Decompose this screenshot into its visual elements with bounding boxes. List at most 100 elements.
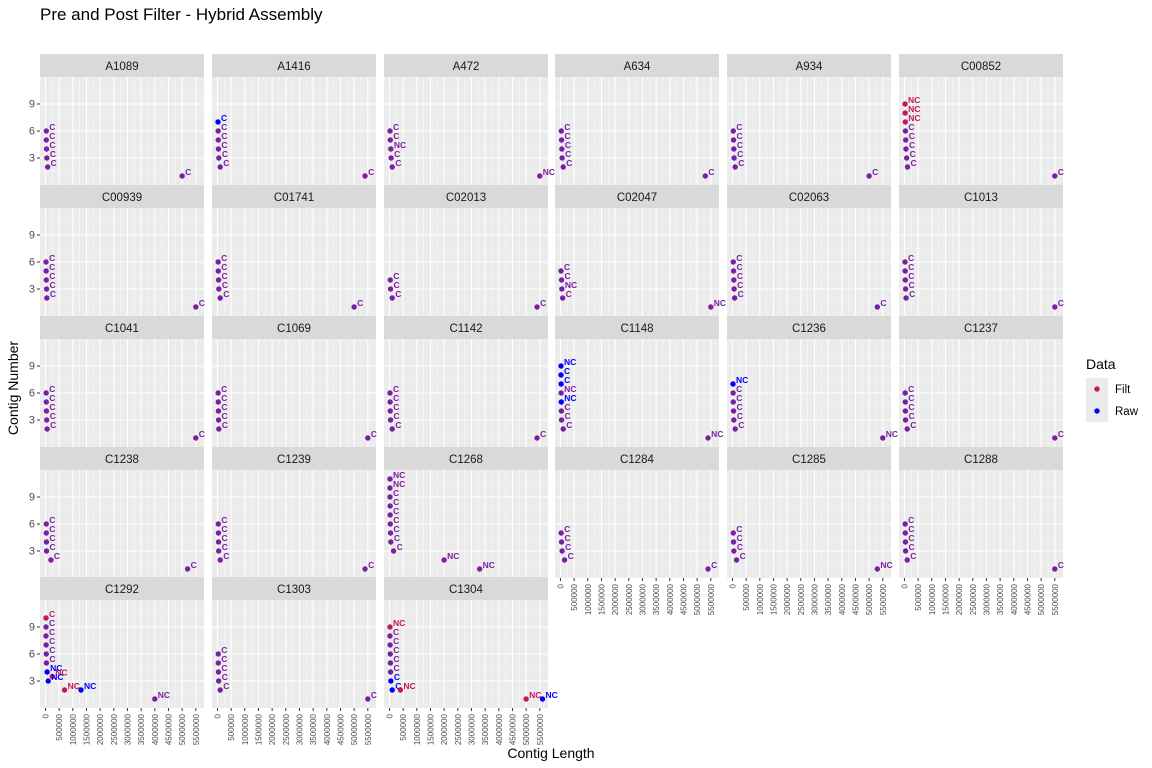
data-point-label: C	[540, 298, 546, 308]
data-point-label: C	[908, 402, 914, 412]
data-point-label: C	[565, 542, 571, 552]
data-point-label: C	[737, 149, 743, 159]
data-point-label: C	[357, 298, 363, 308]
data-point	[708, 304, 714, 310]
data-point-label: C	[394, 672, 400, 682]
data-point-label: C	[49, 131, 55, 141]
data-point-label: NC	[564, 357, 576, 367]
x-tick-label: 3500000	[137, 713, 146, 745]
data-point	[902, 137, 909, 143]
data-point	[730, 268, 737, 274]
x-tick-label: 2500000	[969, 583, 978, 615]
data-point	[387, 476, 393, 482]
x-tick-label: 3000000	[982, 583, 991, 615]
x-tick-label: 2000000	[96, 713, 105, 745]
data-point	[217, 164, 223, 170]
x-tick-label: 5000000	[522, 713, 531, 745]
data-point-label: C	[221, 384, 227, 394]
data-point	[730, 137, 737, 143]
data-point	[43, 128, 49, 134]
data-point	[216, 155, 222, 161]
x-tick-label: 4500000	[164, 713, 173, 745]
data-point	[902, 530, 908, 536]
x-tick-label: 4000000	[666, 583, 675, 615]
data-point	[558, 277, 565, 283]
data-point	[866, 173, 872, 179]
data-point-label: C	[49, 122, 55, 132]
data-point	[179, 173, 185, 179]
data-point-label: C	[738, 289, 744, 299]
facet-strip-label: C1304	[449, 584, 483, 596]
data-point	[904, 426, 910, 432]
data-point	[43, 137, 49, 143]
data-point-label: C	[880, 298, 886, 308]
x-tick-label: 0	[213, 713, 222, 718]
x-tick-label: 1500000	[426, 713, 435, 745]
data-point	[558, 399, 564, 405]
data-point-label: C	[221, 402, 227, 412]
x-tick-label: 3500000	[309, 713, 318, 745]
data-point-label: NC	[546, 690, 558, 700]
data-point-label: NC	[403, 681, 415, 691]
data-point-label: C	[908, 253, 914, 263]
data-point	[559, 146, 565, 152]
facet-panel: C1303 0 500000 1000000 1500000 2000000 2500000…	[212, 577, 377, 745]
data-point-label: C	[393, 515, 399, 525]
x-tick-label: 2500000	[110, 713, 119, 745]
data-point-label: NC	[393, 618, 405, 628]
facet-strip-label: C1142	[449, 323, 482, 335]
facet-strip	[384, 316, 548, 339]
data-point-label: C	[393, 131, 399, 141]
data-point-label: C	[909, 140, 915, 150]
data-point-label: C	[736, 384, 742, 394]
facet-strip	[555, 54, 719, 77]
data-point	[43, 286, 50, 292]
data-point-label: NC	[51, 672, 63, 682]
facet-strip-label: C1239	[277, 454, 311, 466]
data-point	[193, 435, 199, 441]
data-point-label: C	[564, 524, 570, 534]
x-tick-label: 3000000	[638, 583, 647, 615]
data-point	[43, 268, 49, 274]
facet-strip	[555, 185, 719, 208]
data-point	[387, 521, 393, 527]
data-point-label: C	[221, 131, 227, 141]
data-point	[387, 669, 394, 675]
legend: Data Filt Raw	[1086, 356, 1139, 422]
data-point-label: C	[221, 253, 227, 263]
data-point	[874, 566, 881, 572]
facet-strip	[40, 185, 204, 208]
data-point-label: C	[49, 524, 55, 534]
data-point	[49, 673, 55, 680]
data-point-label: C	[393, 497, 399, 507]
x-tick-label: 2000000	[268, 713, 277, 745]
data-point	[902, 101, 908, 107]
data-point	[387, 494, 393, 500]
data-point-label: C	[371, 690, 377, 700]
data-point	[730, 381, 736, 387]
data-point-label: C	[221, 515, 227, 525]
data-point-label: C	[395, 158, 401, 168]
x-tick-label: 0	[728, 583, 737, 588]
x-tick-label: 1500000	[82, 713, 91, 745]
data-point	[61, 687, 68, 693]
data-point-label: C	[393, 488, 399, 498]
data-point-label: NC	[908, 95, 920, 105]
data-point-label: C	[908, 515, 914, 525]
data-point	[387, 624, 393, 630]
data-point	[388, 146, 394, 152]
data-point	[902, 128, 909, 134]
x-tick-label: 5500000	[192, 713, 201, 745]
data-point	[730, 408, 737, 414]
data-point	[902, 277, 908, 283]
data-point-label: C	[221, 654, 227, 664]
data-point-label: C	[221, 393, 227, 403]
data-point	[902, 390, 908, 396]
data-point-label: C	[738, 158, 744, 168]
